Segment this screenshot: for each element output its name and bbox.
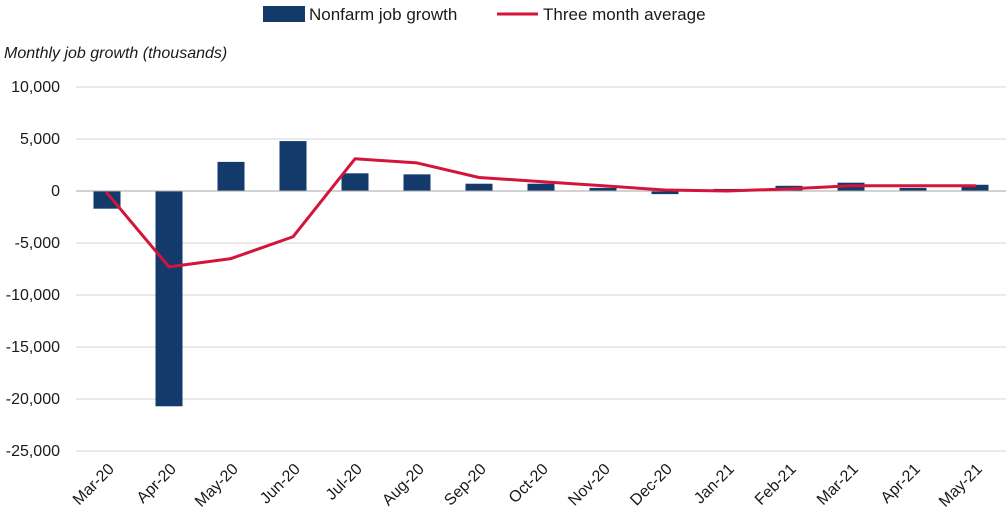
gridlines xyxy=(76,86,1006,452)
bar-dec-20 xyxy=(651,191,679,195)
y-tick-label: 10,000 xyxy=(11,79,60,96)
x-tick-label: Sep-20 xyxy=(441,461,490,510)
x-tick-label: Mar-21 xyxy=(814,461,862,509)
legend: Nonfarm job growth Three month average xyxy=(263,5,706,24)
three-month-average-line-group xyxy=(105,157,977,269)
y-tick-label: -25,000 xyxy=(6,443,60,460)
bar-aug-20 xyxy=(403,174,431,191)
x-tick-label: Apr-20 xyxy=(134,461,180,507)
x-tick-label: Oct-20 xyxy=(506,461,552,507)
legend-bar-swatch xyxy=(263,6,305,22)
x-tick-label: Jan-21 xyxy=(691,461,738,508)
x-tick-label: Feb-21 xyxy=(752,461,800,509)
legend-bar-label: Nonfarm job growth xyxy=(309,5,457,24)
bar-sep-20 xyxy=(465,183,493,191)
bar-apr-21 xyxy=(899,187,927,191)
y-tick-label: -15,000 xyxy=(6,339,60,356)
x-tick-label: Jul-20 xyxy=(323,461,366,504)
x-tick-label: May-21 xyxy=(936,461,986,511)
bar-jun-20 xyxy=(279,141,307,191)
bar-jul-20 xyxy=(341,173,369,191)
bar-apr-20 xyxy=(155,191,183,407)
bar-mar-20 xyxy=(93,191,121,209)
y-tick-label: -5,000 xyxy=(15,235,60,252)
y-axis-label: Monthly job growth (thousands) xyxy=(4,45,227,62)
legend-line-label: Three month average xyxy=(543,5,706,24)
y-tick-label: -20,000 xyxy=(6,391,60,408)
bar-may-20 xyxy=(217,161,245,191)
bars xyxy=(93,141,989,407)
y-tick-label: 0 xyxy=(51,183,60,200)
bar-may-21 xyxy=(961,184,989,191)
y-tick-label: -10,000 xyxy=(6,287,60,304)
y-tick-label: 5,000 xyxy=(20,131,60,148)
x-tick-labels: Mar-20 Apr-20 May-20 Jun-20 Jul-20 Aug-20 Sep-… xyxy=(70,461,986,511)
x-tick-label: Jun-20 xyxy=(257,461,304,508)
x-tick-label: Apr-21 xyxy=(878,461,924,507)
x-tick-label: Aug-20 xyxy=(379,461,428,510)
bar-oct-20 xyxy=(527,183,555,191)
x-tick-label: Mar-20 xyxy=(70,461,118,509)
y-tick-labels: 10,000 5,000 0 -5,000 -10,000 -15,000 -20,000 -… xyxy=(6,79,60,460)
x-tick-label: May-20 xyxy=(192,461,242,511)
x-tick-label: Nov-20 xyxy=(565,461,614,510)
x-tick-label: Dec-20 xyxy=(627,461,676,510)
bar-nov-20 xyxy=(589,187,617,191)
